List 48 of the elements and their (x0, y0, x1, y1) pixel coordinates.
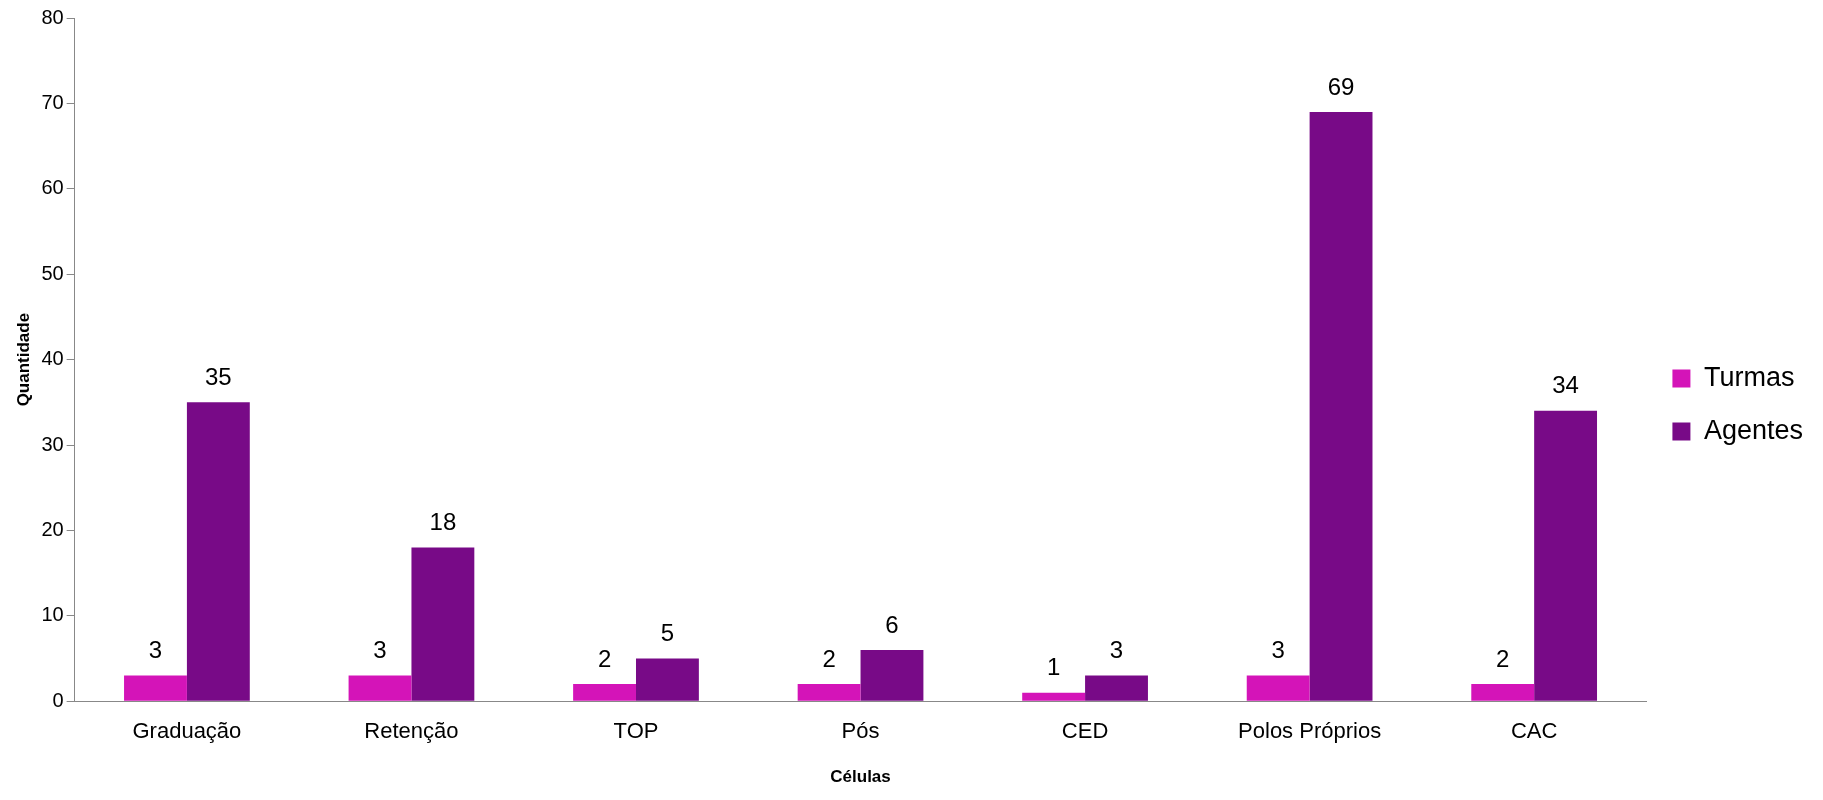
bar (1246, 675, 1310, 701)
data-label: 3 (1271, 636, 1285, 664)
bar (860, 649, 924, 701)
bar (411, 547, 475, 701)
data-label: 3 (1109, 636, 1124, 664)
y-tick-label: 40 (41, 347, 64, 370)
x-tick-label: TOP (613, 718, 659, 744)
bar (1471, 684, 1535, 701)
y-tick-label: 0 (52, 688, 64, 711)
bar (1085, 675, 1148, 701)
data-label: 35 (205, 362, 232, 390)
bar (573, 684, 636, 701)
bar (1022, 692, 1086, 701)
data-label: 3 (148, 636, 163, 664)
bar (1309, 111, 1373, 701)
x-tick-label: Retenção (364, 718, 459, 744)
x-tick-label: Polos Próprios (1238, 718, 1382, 744)
y-axis-title: Quantidade (13, 312, 33, 407)
y-tick-label: 70 (41, 90, 64, 113)
x-tick-label: Pós (841, 718, 880, 744)
data-label: 18 (429, 508, 457, 536)
y-tick-label: 10 (41, 603, 64, 626)
legend-label: Agentes (1703, 414, 1803, 445)
bar (636, 658, 699, 701)
data-label: 2 (822, 644, 836, 672)
x-axis-title: Células (830, 767, 891, 787)
legend-label: Turmas (1703, 361, 1795, 392)
y-tick-label: 20 (41, 517, 64, 540)
data-label: 34 (1552, 371, 1579, 399)
y-tick-label: 50 (41, 261, 64, 284)
x-tick-label: CAC (1510, 718, 1558, 744)
data-label: 2 (1496, 644, 1510, 672)
data-label: 69 (1327, 72, 1355, 100)
data-label: 5 (660, 619, 675, 647)
x-tick-label: Graduação (132, 718, 242, 744)
data-label: 2 (597, 644, 612, 672)
bar (797, 684, 861, 701)
data-label: 6 (885, 610, 899, 638)
y-tick-label: 30 (41, 432, 64, 455)
data-label: 3 (373, 636, 387, 664)
data-label: 1 (1046, 653, 1061, 681)
bar (186, 402, 250, 701)
y-tick-label: 60 (41, 176, 64, 199)
bar (348, 675, 412, 701)
bar (124, 675, 187, 701)
x-tick-label: CED (1061, 718, 1109, 744)
bar (1534, 410, 1598, 701)
y-tick-label: 80 (41, 5, 64, 28)
